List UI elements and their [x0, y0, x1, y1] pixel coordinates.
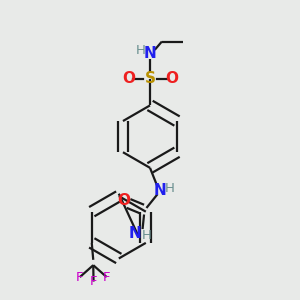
Text: O: O	[165, 71, 178, 86]
Text: H: H	[136, 44, 146, 57]
Text: H: H	[142, 229, 152, 242]
Text: O: O	[122, 71, 135, 86]
Text: N: N	[154, 183, 167, 198]
Text: F: F	[76, 271, 84, 284]
Text: F: F	[103, 271, 110, 284]
Text: O: O	[117, 193, 130, 208]
Text: S: S	[145, 71, 155, 86]
Text: F: F	[90, 275, 97, 288]
Text: N: N	[129, 226, 142, 241]
Text: H: H	[164, 182, 174, 195]
Text: N: N	[144, 46, 156, 61]
